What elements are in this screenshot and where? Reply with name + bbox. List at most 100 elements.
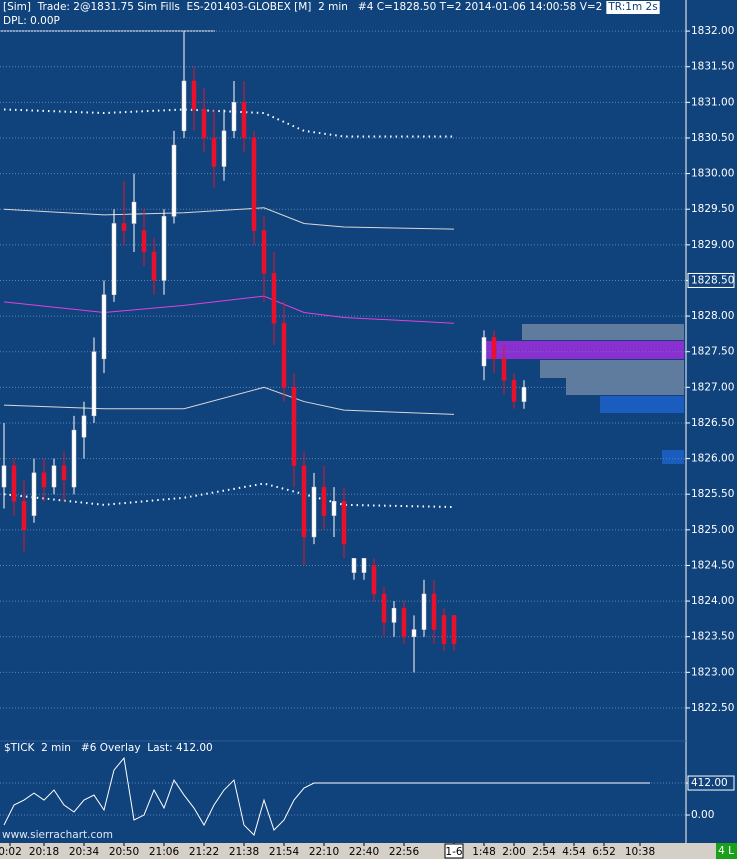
candle-body (371, 565, 377, 595)
x-tick-label: 21:54 (269, 846, 300, 858)
header-subtitle: DPL: 0.00P (3, 15, 60, 27)
y-tick-label: 1825.50 (691, 488, 734, 500)
candle-body (131, 201, 137, 224)
candle-body (341, 501, 347, 545)
profile-block (540, 360, 684, 378)
candle-body (111, 223, 117, 295)
study-line (3, 207, 455, 230)
y-tick-label: 1825.00 (691, 524, 734, 536)
y-tick-label: 1831.00 (691, 96, 734, 108)
candle-body (241, 102, 247, 139)
candle-body (201, 109, 207, 139)
x-tick-label: 4:54 (562, 846, 586, 858)
candle-body (81, 415, 87, 438)
candle-body (511, 379, 517, 402)
candle-body (1, 465, 7, 488)
y-tick-label: 1824.00 (691, 595, 734, 607)
y-tick-label: 1827.50 (691, 346, 734, 358)
x-tick-label: 21:38 (229, 846, 259, 858)
y-tick-label: 1830.00 (691, 168, 734, 180)
x-tick-label: 21:06 (149, 846, 180, 858)
x-tick-label: 2:00 (502, 846, 526, 858)
status: 4 L (718, 845, 734, 857)
y-tick-label: 1828.00 (691, 310, 734, 322)
candle-body (331, 501, 337, 516)
candle-body (71, 429, 77, 488)
candle-body (171, 144, 177, 217)
y-tick-label: 1824.50 (691, 559, 734, 571)
candle-body (11, 465, 17, 502)
y-tick-label: 1822.50 (691, 702, 734, 714)
candle-body (161, 216, 167, 281)
study-line (3, 108, 454, 138)
x-tick-label: 6:52 (592, 846, 616, 858)
y-tick-label: 1831.50 (691, 61, 734, 73)
y-tick-label: 412.00 (691, 777, 728, 789)
candle-body (421, 593, 427, 630)
candle-body (61, 465, 67, 481)
price-highlight (687, 775, 735, 791)
tick-panel-title: $TICK 2 min #6 Overlay Last: 412.00 (4, 742, 213, 754)
candle-body (361, 558, 367, 573)
y-tick-label: 0.00 (691, 809, 714, 821)
candle-body (391, 607, 397, 623)
profile-block (662, 450, 684, 464)
status-box (716, 843, 737, 859)
candle-body (501, 358, 507, 381)
candle-body (481, 337, 487, 367)
candle-body (321, 486, 327, 516)
candle-body (91, 351, 97, 417)
profile-block (482, 341, 684, 359)
candle-body (141, 230, 147, 253)
y-tick-label: 1826.00 (691, 453, 734, 465)
y-tick-label: 1827.00 (691, 381, 734, 393)
candle-body (231, 102, 237, 132)
candle-body (121, 223, 127, 231)
candle-body (401, 607, 407, 637)
candle-body (521, 387, 527, 402)
x-tick-label: 20:50 (109, 846, 139, 858)
candle-body (251, 137, 257, 231)
badge-background (606, 1, 660, 14)
x-tick-label: 22:40 (349, 846, 379, 858)
x-tick-label: 22:10 (309, 846, 339, 858)
candle-body (351, 558, 357, 573)
x-tick-label: 1-6 (445, 846, 462, 858)
y-tick-label: 1830.50 (691, 132, 734, 144)
price-highlight (687, 272, 735, 288)
candle-body (261, 230, 267, 274)
candle-body (411, 629, 417, 637)
y-tick-label: 1826.50 (691, 417, 734, 429)
candle-body (21, 501, 27, 531)
profile-block (566, 378, 684, 395)
candle-body (221, 130, 227, 167)
y-tick-label: 1829.00 (691, 239, 734, 251)
x-tick-label: 22:56 (389, 846, 420, 858)
candle-body (101, 294, 107, 360)
y-tick-label: 1829.50 (691, 203, 734, 215)
header-text: [Sim] Trade: 2@1831.75 Sim Fills ES-2014… (3, 1, 602, 13)
candle-body (311, 486, 317, 538)
candle-body (211, 137, 217, 167)
y-tick-label: 1828.50 (691, 274, 734, 286)
candle-body (271, 273, 277, 324)
candle-body (491, 337, 497, 360)
x-tick-label: 1:48 (472, 846, 496, 858)
x-tick-label: 21:22 (189, 846, 219, 858)
x-tick-label: 2:54 (532, 846, 556, 858)
study-line (3, 386, 455, 415)
y-tick-label: 1823.50 (691, 631, 734, 643)
candle-body (181, 80, 187, 132)
x-tick-label: 20:18 (29, 846, 59, 858)
candle-body (151, 251, 157, 281)
profile-block (522, 324, 684, 340)
candle-body (191, 80, 197, 110)
header-badge: TR:1m 2s (607, 1, 657, 13)
watermark: www.sierrachart.com (2, 829, 113, 841)
x-tick-label: 20:34 (69, 846, 100, 858)
candle-body (291, 387, 297, 466)
candle-body (451, 615, 457, 645)
